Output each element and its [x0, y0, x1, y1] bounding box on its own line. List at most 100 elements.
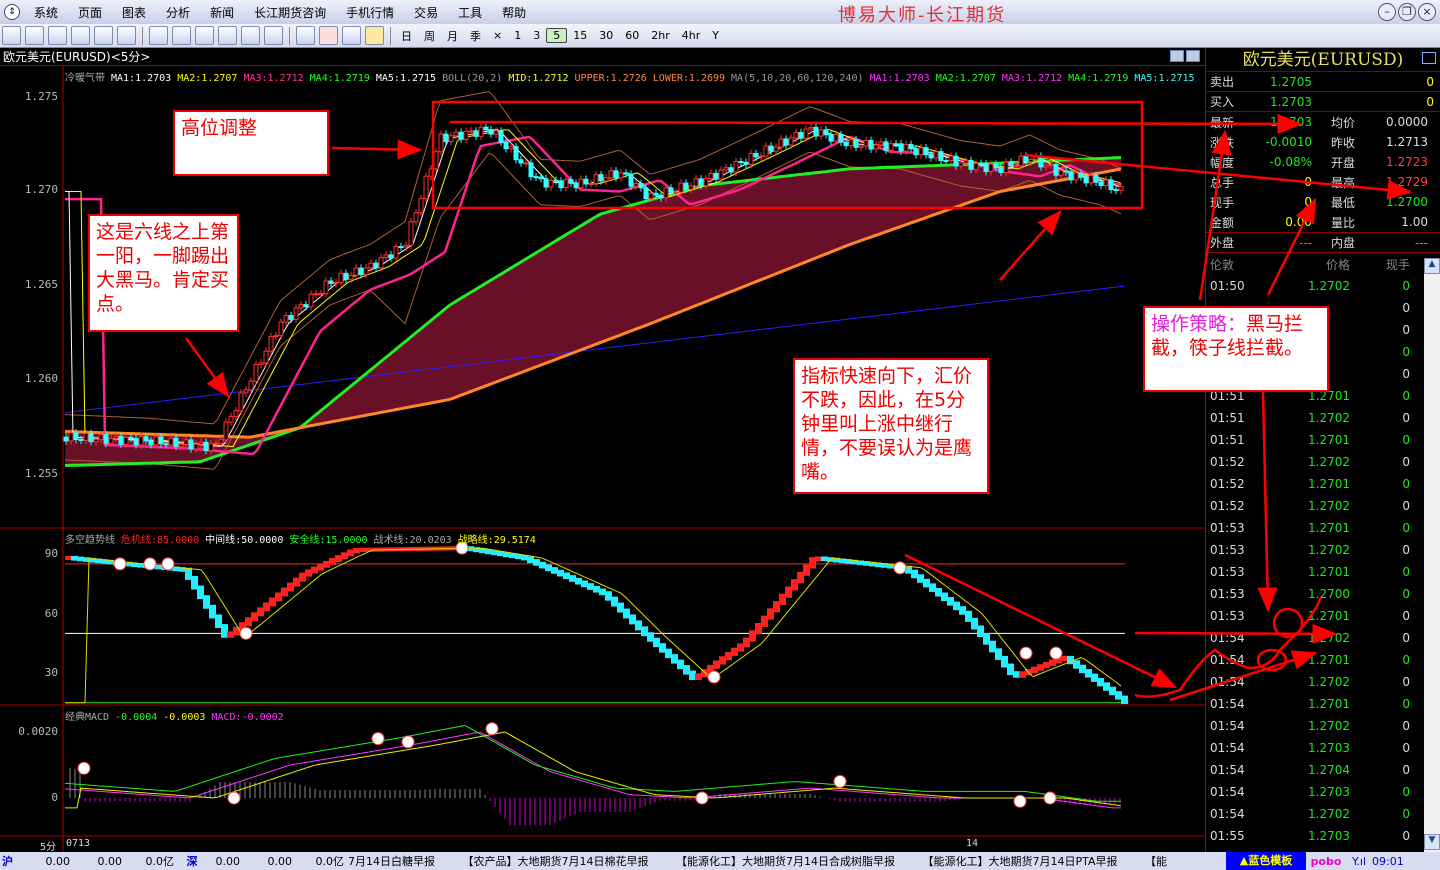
- scroll-up-button[interactable]: ▲: [1424, 258, 1440, 274]
- menu-item[interactable]: 长江期货咨询: [254, 5, 327, 20]
- period-button[interactable]: Y: [712, 29, 719, 42]
- trend-step: [497, 551, 504, 557]
- maximize-icon[interactable]: [1422, 52, 1436, 64]
- candle: [1103, 179, 1109, 186]
- template-button[interactable]: ▲蓝色模板: [1226, 852, 1306, 870]
- candle: [998, 167, 1004, 174]
- app-menu-icon[interactable]: ⇕: [4, 4, 20, 20]
- tick-row: 01:50 1.2702 0: [1210, 279, 1410, 293]
- candle: [128, 436, 134, 440]
- indicator-value: MA1:1.2703: [869, 73, 930, 84]
- period-button[interactable]: 季: [470, 29, 481, 43]
- trend-step: [191, 575, 198, 590]
- users-icon[interactable]: [342, 26, 361, 45]
- indicator-icon[interactable]: [264, 26, 283, 45]
- scroll-down-button[interactable]: ▼: [1424, 834, 1440, 850]
- flash-icon[interactable]: [365, 26, 384, 45]
- period-button[interactable]: 1: [514, 29, 522, 42]
- trend-step: [77, 556, 84, 562]
- candle: [588, 183, 594, 186]
- menu-item[interactable]: 分析: [166, 5, 191, 20]
- export-icon[interactable]: [241, 26, 260, 45]
- trend-step: [689, 670, 696, 681]
- zoom-in-icon[interactable]: [172, 26, 191, 45]
- menu-item[interactable]: 交易: [414, 5, 439, 20]
- menu-item[interactable]: 图表: [122, 5, 147, 20]
- news-ticker[interactable]: 7月14日白糖早报 【农产品】大地期货7月14日棉花早报 【能源化工】大地期货7…: [348, 855, 1168, 868]
- annotation-relay: 指标快速向下，汇价不跌，因此，在5分钟里叫上涨中继行情，不要误认为是鹰嘴。: [793, 358, 989, 494]
- period-button[interactable]: 4hr: [681, 29, 701, 42]
- trend-step: [941, 592, 948, 602]
- trend-step: [599, 588, 606, 596]
- period-button[interactable]: ×: [493, 29, 503, 42]
- period-button[interactable]: 60: [625, 29, 640, 42]
- period-button[interactable]: 周: [424, 29, 435, 43]
- candle: [1063, 170, 1069, 173]
- ticks-scrollbar[interactable]: ▲ ▼: [1424, 258, 1440, 852]
- indicator-value: 中间线:50.0000: [205, 535, 284, 546]
- minimize-button[interactable]: –: [1378, 3, 1396, 21]
- zoom-out-icon[interactable]: [195, 26, 214, 45]
- period-button[interactable]: 3: [533, 29, 541, 42]
- axis-label: 1.270: [24, 183, 58, 196]
- tick-row: 01:54 1.2702 0: [1210, 719, 1410, 733]
- smiley-icon: [143, 557, 157, 571]
- period-button[interactable]: 日: [401, 29, 412, 43]
- candle: [603, 177, 609, 182]
- trend-step: [293, 577, 300, 587]
- candle: [628, 173, 634, 187]
- alarm-icon[interactable]: [319, 26, 338, 45]
- menu-item[interactable]: 页面: [78, 5, 103, 20]
- candle: [243, 389, 249, 394]
- menu-item[interactable]: 工具: [458, 5, 483, 20]
- draw-icon[interactable]: [296, 26, 315, 45]
- kline-chart[interactable]: [0, 66, 1205, 852]
- candle: [1023, 155, 1029, 163]
- candle: [748, 153, 754, 165]
- candle: [78, 439, 84, 442]
- tick-row: 01:54 1.2703 0: [1210, 741, 1410, 755]
- trend-step: [635, 620, 642, 631]
- scroll-right-button[interactable]: [1186, 50, 1200, 62]
- refresh-icon[interactable]: [149, 26, 168, 45]
- trend-step: [773, 601, 780, 613]
- smiley-icon: [371, 732, 385, 746]
- period-button[interactable]: 5: [546, 28, 568, 43]
- menu-item[interactable]: 帮助: [502, 5, 527, 20]
- menu-item[interactable]: 手机行情: [346, 5, 395, 20]
- news-icon[interactable]: [94, 26, 113, 45]
- candle: [1098, 181, 1104, 186]
- trend-step: [203, 595, 210, 609]
- menu-item[interactable]: 新闻: [210, 5, 235, 20]
- quote-list-icon[interactable]: [71, 26, 90, 45]
- trend-step: [473, 547, 480, 553]
- scroll-left-button[interactable]: [1170, 50, 1184, 62]
- dif-line: [64, 732, 1121, 809]
- restore-button[interactable]: ❐: [1398, 3, 1416, 21]
- divider: [289, 26, 290, 45]
- candle-chart-icon[interactable]: [48, 26, 67, 45]
- candle: [428, 168, 434, 177]
- candle: [133, 438, 139, 446]
- smiley-icon: [695, 791, 709, 805]
- trend-step: [701, 669, 708, 678]
- period-button[interactable]: 2hr: [651, 29, 670, 42]
- candle: [1088, 175, 1094, 184]
- back-icon[interactable]: [2, 26, 21, 45]
- cursor-icon[interactable]: [218, 26, 237, 45]
- trend-step: [611, 596, 618, 607]
- candle: [448, 135, 454, 143]
- candle: [913, 148, 919, 156]
- f10-icon[interactable]: [117, 26, 136, 45]
- menu-item[interactable]: 系统: [34, 5, 59, 20]
- candle: [223, 421, 229, 441]
- period-button[interactable]: 15: [573, 29, 588, 42]
- close-button[interactable]: ×: [1418, 3, 1436, 21]
- trend-step: [977, 625, 984, 638]
- period-button[interactable]: 30: [599, 29, 614, 42]
- trend-step: [233, 626, 240, 636]
- line-chart-icon[interactable]: [25, 26, 44, 45]
- ma240-line: [64, 285, 1126, 414]
- period-button[interactable]: 月: [447, 29, 458, 43]
- candle: [1078, 172, 1084, 178]
